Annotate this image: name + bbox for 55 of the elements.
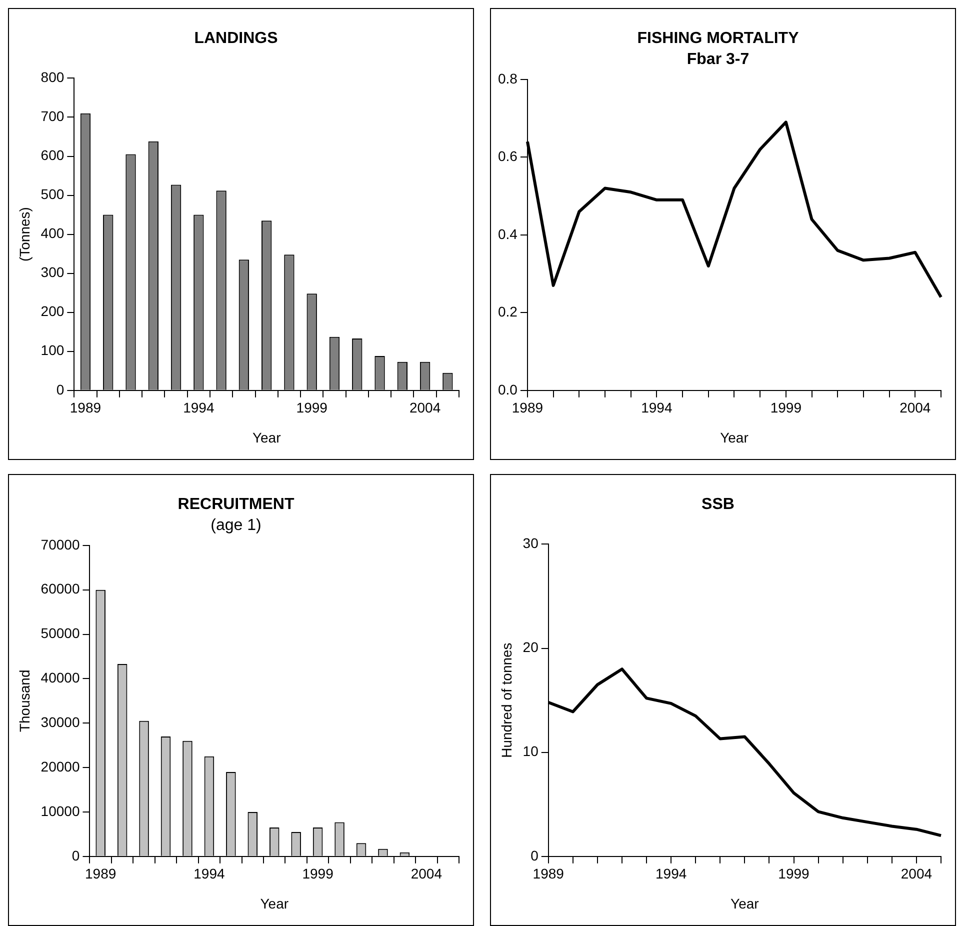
- y-tick-label: 0.8: [498, 70, 518, 86]
- y-tick-label: 40000: [40, 670, 80, 686]
- x-tick-label: 2004: [410, 866, 442, 882]
- y-tick-label: 0.2: [498, 304, 518, 320]
- x-tick-label: 1989: [512, 400, 544, 416]
- y-tick-label: 30: [522, 535, 539, 552]
- y-tick-label: 60000: [40, 580, 80, 597]
- x-tick-label: 1999: [778, 866, 810, 882]
- x-axis-title: Year: [720, 429, 749, 446]
- chart-subtitle: Fbar 3-7: [686, 51, 750, 68]
- y-tick-label: 0: [530, 847, 539, 864]
- y-tick-label: 300: [40, 264, 64, 280]
- x-axis-title: Year: [730, 895, 760, 912]
- y-tick-label: 200: [40, 303, 64, 320]
- x-axis-title: Year: [252, 429, 282, 446]
- x-tick-label: 1994: [641, 400, 672, 416]
- x-tick-label: 1989: [85, 866, 116, 882]
- x-tick-label: 2004: [900, 400, 931, 416]
- y-tick-label: 0: [56, 381, 64, 398]
- y-tick-label: 600: [40, 147, 64, 164]
- x-tick-label: 1994: [194, 866, 225, 882]
- x-tick-label: 2004: [409, 400, 441, 416]
- y-tick-label: 700: [40, 108, 64, 124]
- y-tick-label: 10: [522, 743, 539, 760]
- x-tick-label: 1989: [70, 400, 102, 416]
- y-tick-label: 0.4: [498, 226, 518, 242]
- y-axis-title: Hundred of tonnes: [498, 642, 514, 758]
- x-axis-title: Year: [260, 895, 289, 912]
- y-axis-title: Thousand: [16, 670, 32, 732]
- x-tick-label: 1994: [183, 400, 214, 416]
- y-tick-label: 0.6: [498, 148, 518, 164]
- chart-title: RECRUITMENT: [178, 496, 294, 514]
- y-axis-title: (Tonnes): [16, 207, 32, 262]
- y-tick-label: 0.0: [498, 381, 518, 398]
- y-tick-label: 400: [40, 225, 64, 242]
- x-tick-label: 1994: [655, 866, 687, 882]
- y-tick-label: 100: [40, 342, 64, 358]
- y-tick-label: 30000: [40, 714, 80, 730]
- y-tick-label: 70000: [40, 536, 80, 552]
- x-tick-label: 1999: [296, 400, 328, 416]
- y-tick-label: 50000: [40, 625, 80, 642]
- chart-title: LANDINGS: [194, 30, 278, 48]
- y-tick-label: 20000: [40, 758, 80, 774]
- x-tick-label: 2004: [900, 866, 932, 882]
- chart-subtitle: (age 1): [210, 517, 262, 534]
- y-tick-label: 10000: [40, 802, 80, 819]
- x-tick-label: 1999: [770, 400, 802, 416]
- x-tick-label: 1989: [532, 866, 564, 882]
- y-tick-label: 500: [40, 186, 64, 202]
- x-tick-label: 1999: [302, 866, 334, 882]
- y-tick-label: 800: [40, 69, 64, 86]
- chart-title: SSB: [702, 496, 734, 514]
- chart-title: FISHING MORTALITY: [637, 30, 800, 48]
- y-tick-label: 0: [72, 847, 80, 864]
- y-tick-label: 20: [522, 639, 539, 656]
